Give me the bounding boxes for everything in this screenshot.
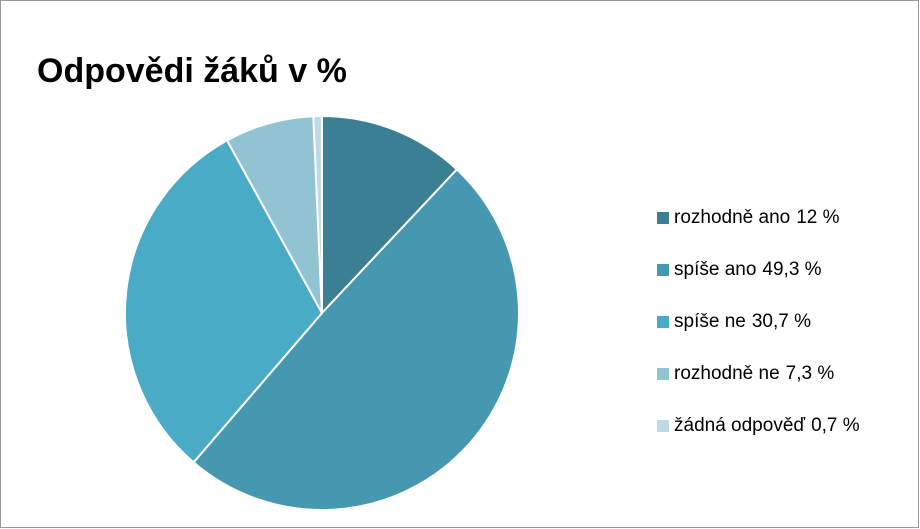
legend-label: rozhodně ne 7,3 % xyxy=(674,363,834,384)
legend-swatch xyxy=(657,368,669,380)
legend-label: spíše ano 49,3 % xyxy=(674,259,822,280)
legend-label: žádná odpověď 0,7 % xyxy=(674,415,860,436)
legend-value: 30,7 % xyxy=(752,311,811,332)
pie-slice xyxy=(192,167,520,511)
legend-swatch xyxy=(657,420,669,432)
legend-category: spíše ano xyxy=(674,259,756,280)
legend-category: rozhodně ano xyxy=(674,207,790,228)
pie-slice xyxy=(312,114,323,314)
pie-slice xyxy=(124,139,324,464)
pie-slice xyxy=(321,114,459,316)
legend-label: rozhodně ano 12 % xyxy=(674,207,840,228)
legend-value: 7,3 % xyxy=(786,363,835,384)
legend-value: 12 % xyxy=(796,207,839,228)
legend-value: 49,3 % xyxy=(762,259,821,280)
legend-category: spíše ne xyxy=(674,311,746,332)
legend-label: spíše ne 30,7 % xyxy=(674,311,811,332)
legend-swatch xyxy=(657,212,669,224)
legend-swatch xyxy=(657,316,669,328)
legend-value: 0,7 % xyxy=(811,415,860,436)
legend-category: rozhodně ne xyxy=(674,363,780,384)
legend-swatch xyxy=(657,264,669,276)
legend-category: žádná odpověď xyxy=(674,415,805,436)
chart-title: Odpovědi žáků v % xyxy=(37,52,347,90)
